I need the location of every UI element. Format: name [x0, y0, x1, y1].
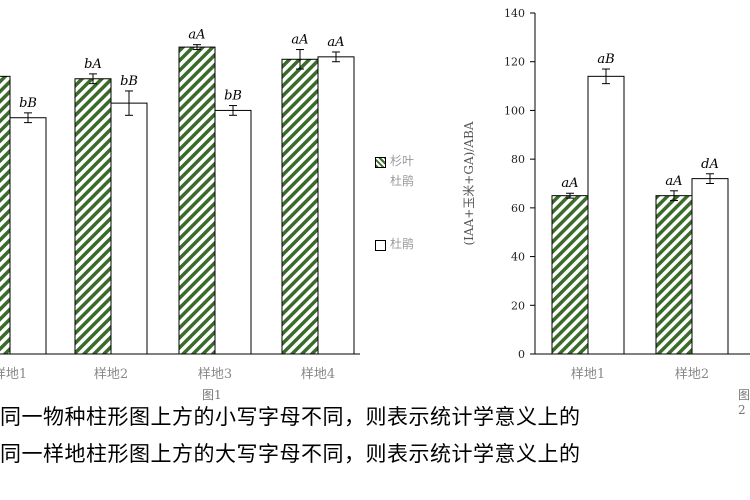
chart1-sig-label-0-3: aA: [291, 33, 308, 48]
chart2-category-label-1: 样地2: [675, 367, 709, 382]
chart2-sig-label-0-0: aA: [561, 176, 578, 191]
figure1-label: 图1: [202, 388, 222, 402]
chart1-bar-0-3: [281, 58, 319, 355]
chart1-sig-label-0-2: aA: [188, 28, 205, 43]
chart1-sig-label-1-0: bB: [19, 96, 37, 111]
caption-line-2: 同一样地柱形图上方的大写字母不同，则表示统计学意义上的: [0, 442, 581, 466]
legend-label-open: 杜鹃: [390, 237, 415, 251]
chart2-sig-label-0-1: aA: [665, 174, 682, 189]
chart2-sig-label-1-0: aB: [597, 52, 614, 67]
chart2-sig-label-1-1: dA: [701, 157, 719, 172]
chart-1: bB 样地1 bA bB 样地2 aA bB 样地3 aA aA 样地4: [0, 28, 360, 382]
chart1-bar-1-1: [110, 102, 148, 355]
chart2-bar-1-1: [691, 178, 729, 355]
chart1-sig-label-1-1: bB: [120, 74, 138, 89]
chart1-sig-label-1-2: bB: [224, 89, 242, 104]
legend-swatch-open: [375, 240, 386, 251]
chart1-bar-0-1: [74, 78, 112, 355]
chart2-bar-0-1: [655, 195, 693, 355]
chart1-category-label-2: 样地3: [198, 367, 232, 382]
chart2-y-tick-label-1: 20: [511, 299, 525, 312]
chart2-category-label-0: 样地1: [571, 367, 605, 382]
chart2-y-tick-label-4: 80: [511, 153, 525, 166]
chart2-y-tick-label-2: 40: [511, 251, 525, 264]
chart2-bar-0-0: [551, 195, 589, 355]
chart1-category-label-3: 样地4: [301, 367, 335, 382]
chart1-bar-1-0: [9, 117, 47, 355]
chart2-y-tick-label-5: 100: [504, 104, 525, 117]
chart1-bar-1-2: [214, 109, 252, 355]
chart1-category-label-0: 样地1: [0, 367, 27, 382]
legend-label-hatch-line1: 杉叶: [390, 154, 415, 168]
chart2-y-tick-label-6: 120: [504, 56, 525, 69]
chart1-sig-label-1-3: aA: [327, 35, 344, 50]
figure2-label: 图2: [738, 388, 750, 417]
chart-2: 0 20 40 60 80 100 120 140 (IAA+玉米+GA)/ABA aA aB 样地1…: [462, 7, 750, 382]
chart1-category-label-1: 样地2: [94, 367, 128, 382]
chart1-bar-1-3: [317, 56, 355, 355]
chart2-y-tick-label-7: 140: [504, 7, 525, 20]
legend-label-hatch-line2: 杜鹃: [390, 174, 415, 188]
legend-swatch-hatch: [375, 157, 386, 168]
caption-line-1: 同一物种柱形图上方的小写字母不同，则表示统计学意义上的: [0, 405, 581, 429]
chart1-sig-label-0-1: bA: [84, 57, 102, 72]
chart2-y-tick-label-0: 0: [518, 348, 525, 361]
chart2-y-axis-label: (IAA+玉米+GA)/ABA: [462, 121, 476, 245]
chart2-bar-1-0: [587, 75, 625, 355]
chart1-bar-0-2: [178, 46, 216, 355]
chart1-bar-0-0: [0, 75, 11, 355]
chart2-y-tick-label-3: 60: [511, 202, 525, 215]
